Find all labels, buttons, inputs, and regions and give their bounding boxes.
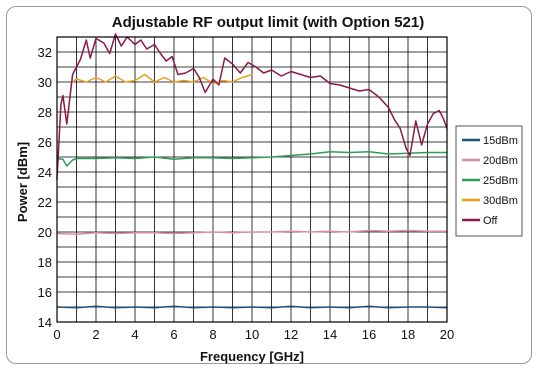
series-line-off [56, 33, 448, 180]
y-axis-label: Power [dBm] [15, 142, 30, 222]
y-tick-label: 20 [38, 225, 52, 240]
x-tick-label: 18 [401, 327, 415, 342]
legend-entry: Off [483, 215, 498, 227]
y-tick-label: 18 [38, 255, 52, 270]
x-tick-label: 8 [209, 327, 216, 342]
x-tick-label: 2 [92, 327, 99, 342]
chart-frame [6, 6, 532, 364]
x-axis-ticks: 0 2 4 6 8 10 12 14 16 18 20 [53, 327, 454, 342]
legend: 15dBm 20dBm 25dBm 30dBm Off [455, 125, 523, 237]
y-tick-label: 14 [38, 315, 52, 330]
grid [56, 36, 448, 323]
legend-entry: 15dBm [483, 135, 518, 147]
plot-series [56, 33, 448, 309]
x-tick-label: 14 [323, 327, 337, 342]
chart-title: Adjustable RF output limit (with Option … [112, 14, 424, 31]
y-tick-label: 26 [38, 135, 52, 150]
legend-entry: 25dBm [483, 175, 518, 187]
y-axis-ticks: 14 16 18 20 22 24 26 28 30 32 [38, 45, 52, 330]
legend-entry: 20dBm [483, 155, 518, 167]
y-tick-label: 24 [38, 165, 52, 180]
x-tick-label: 20 [440, 327, 454, 342]
x-tick-label: 16 [362, 327, 376, 342]
y-tick-label: 16 [38, 285, 52, 300]
x-axis-label: Frequency [GHz] [200, 349, 304, 364]
legend-entry: 30dBm [483, 195, 518, 207]
series-line-30dbm [72, 73, 253, 85]
x-tick-label: 4 [131, 327, 138, 342]
series-line-15dbm [56, 305, 448, 309]
x-tick-label: 10 [245, 327, 259, 342]
y-tick-label: 32 [38, 45, 52, 60]
y-tick-label: 30 [38, 75, 52, 90]
x-tick-label: 6 [170, 327, 177, 342]
x-tick-label: 12 [284, 327, 298, 342]
series-line-25dbm [56, 150, 447, 167]
x-tick-label: 0 [53, 327, 60, 342]
y-tick-label: 22 [38, 195, 52, 210]
y-tick-label: 28 [38, 105, 52, 120]
series-line-20dbm [56, 229, 447, 236]
plot-area-border [56, 36, 448, 323]
